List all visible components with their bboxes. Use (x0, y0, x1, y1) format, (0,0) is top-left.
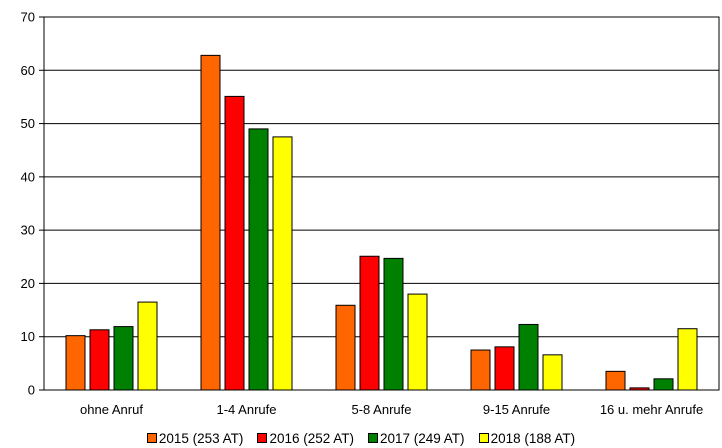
legend-label: 2015 (253 AT) (158, 430, 244, 446)
bar (113, 326, 134, 391)
legend-item: 2017 (249 AT) (368, 431, 465, 446)
bar (470, 349, 491, 391)
legend-swatch (368, 433, 378, 443)
y-tick-label: 10 (21, 329, 35, 344)
y-tick-label: 60 (21, 63, 35, 78)
bar (137, 301, 158, 391)
legend-item: 2016 (252 AT) (257, 431, 354, 446)
x-tick-labels: ohne Anruf 1-4 Anrufe 5-8 Anrufe 9-15 Anruf… (80, 402, 703, 417)
legend-swatch (257, 433, 268, 443)
legend-item: 2018 (188 AT) (478, 430, 576, 446)
bar (200, 54, 221, 391)
legend-label: 2018 (188 AT) (490, 430, 576, 446)
bar (605, 370, 626, 391)
plot-frame (43, 16, 720, 391)
bars (65, 54, 698, 391)
bar (224, 95, 245, 391)
bar (272, 136, 293, 391)
x-tick-label: ohne Anruf (80, 402, 143, 417)
legend-label: 2016 (252 AT) (269, 430, 354, 446)
bar (335, 304, 356, 391)
bar (383, 257, 404, 391)
y-tick-label: 40 (21, 169, 35, 184)
legend-swatch (146, 433, 157, 443)
bar (542, 354, 563, 391)
x-tick-label: 9-15 Anrufe (483, 402, 550, 417)
y-tick-label: 50 (21, 116, 35, 131)
y-tick-label: 0 (28, 383, 35, 398)
bar (653, 378, 674, 391)
y-tick-label: 30 (21, 223, 35, 238)
x-tick-label: 5-8 Anrufe (352, 402, 412, 417)
bar (248, 128, 269, 391)
bar (518, 323, 539, 391)
bar (407, 293, 428, 391)
bar (89, 329, 110, 391)
y-tick-label: 20 (21, 276, 35, 291)
axes (43, 16, 720, 391)
legend-swatch (478, 433, 489, 443)
legend: 2015 (253 AT) 2016 (252 AT) 2017 (249 AT) 2… (0, 429, 722, 447)
bar (494, 346, 515, 391)
legend-label: 2017 (249 AT) (380, 430, 465, 446)
x-tick-label: 1-4 Anrufe (217, 402, 277, 417)
bar (359, 255, 380, 391)
bar (677, 328, 698, 391)
y-tick-label: 70 (21, 10, 35, 25)
bar (65, 335, 86, 391)
y-tick-labels: 0 10 20 30 40 50 60 70 (21, 10, 35, 398)
x-tick-label: 16 u. mehr Anrufe (600, 402, 703, 417)
legend-item: 2015 (253 AT) (146, 430, 244, 446)
